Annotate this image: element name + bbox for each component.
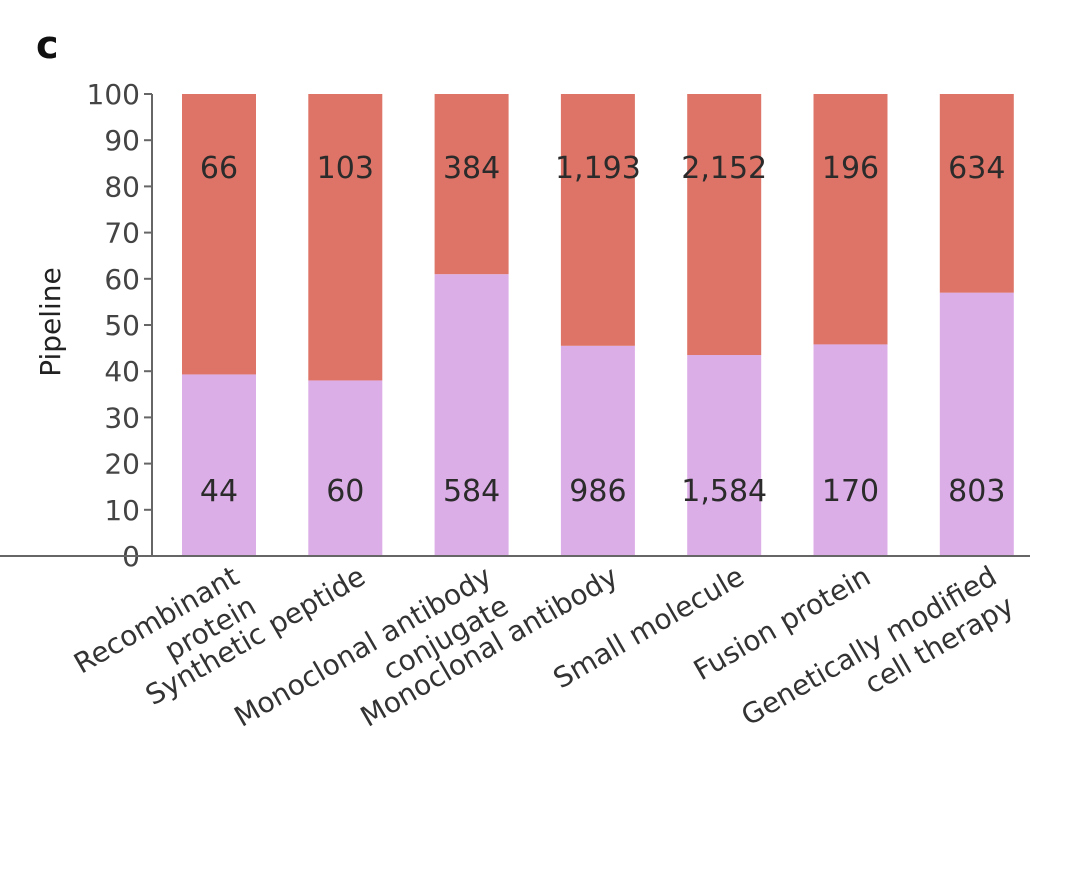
data-labels: 44 66 60 103 584 384 986 1,193 1,584 2,152 170 196 8… [200,151,1006,509]
bar-segment-upper [939,94,1014,293]
bar-segment-upper [560,94,635,346]
bar-segment-lower [434,274,509,556]
y-tick-label: 70 [104,217,140,250]
data-label-upper: 103 [317,151,374,186]
x-category-label: Genetically modifiedcell therapy [736,559,1020,761]
data-label-upper: 196 [822,151,879,186]
y-tick-label: 40 [104,355,140,388]
data-label-upper: 2,152 [681,151,767,186]
bar-segment-upper [434,94,509,275]
data-label-lower: 803 [948,474,1005,509]
y-tick-label: 10 [104,494,140,527]
data-label-lower: 170 [822,474,879,509]
bars [182,94,1014,556]
y-tick-label: 30 [104,401,140,434]
bar-segment-lower [813,344,888,556]
bar-segment-lower [560,345,635,556]
data-label-upper: 1,193 [555,151,641,186]
y-tick-label: 50 [104,309,140,342]
panel-label: c [36,23,59,67]
data-label-lower: 584 [443,474,500,509]
y-tick-label: 60 [104,263,140,296]
bar-segment-upper [813,94,888,345]
data-label-lower: 60 [326,474,364,509]
bar-segment-upper [687,94,762,356]
bar-segment-lower [687,355,762,556]
data-label-upper: 634 [948,151,1005,186]
bar-segment-lower [939,292,1014,556]
bar-segment-lower [182,374,256,556]
y-tick-label: 100 [87,78,140,111]
y-axis-label: Pipeline [34,267,67,377]
y-tick-label: 20 [104,448,140,481]
bar-segment-lower [308,380,383,556]
bar-segment-upper [182,94,256,375]
data-label-upper: 384 [443,151,500,186]
y-tick-label: 80 [104,170,140,203]
data-label-upper: 66 [200,151,238,186]
data-label-lower: 44 [200,474,238,509]
y-tick-label: 90 [104,124,140,157]
data-label-lower: 1,584 [681,474,767,509]
data-label-lower: 986 [569,474,626,509]
bar-segment-upper [308,94,383,381]
